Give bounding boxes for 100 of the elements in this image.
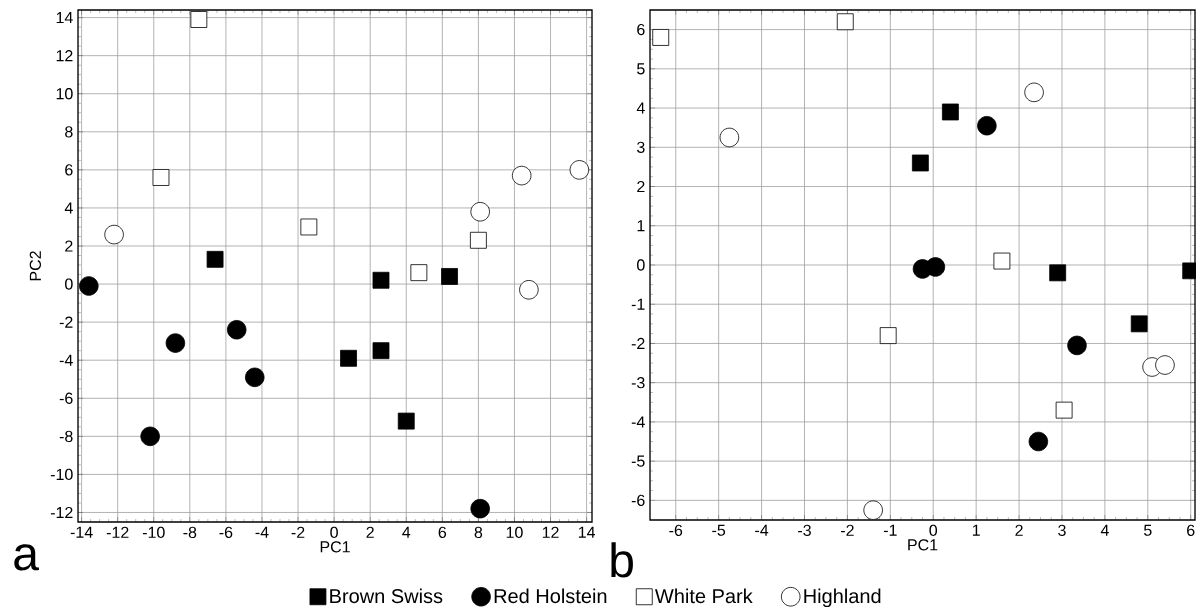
x-tick-label: -2: [291, 526, 305, 538]
x-tick-label: 12: [542, 526, 559, 538]
y-tick-label: -2: [59, 316, 73, 328]
x-tick-label: -4: [755, 524, 769, 536]
x-tick-label: -8: [183, 526, 197, 539]
y-tick-label: 10: [56, 88, 73, 100]
point: [977, 115, 997, 136]
point: [652, 29, 670, 46]
y-tick-label: -10: [50, 468, 73, 481]
y-tick-label: 0: [65, 278, 73, 290]
x-tick-label: 1: [972, 524, 980, 536]
x-tick-label: -2: [841, 524, 854, 536]
point: [300, 218, 318, 236]
x-tick-label: 5: [1144, 524, 1152, 536]
x-tick-label: 4: [1100, 524, 1109, 536]
point: [410, 264, 428, 282]
x-tick-label: 6: [1187, 524, 1195, 537]
x-tick-label: 2: [366, 526, 374, 538]
y-tick-label: -6: [59, 392, 73, 404]
x-tick-label: -5: [712, 524, 726, 536]
point: [140, 426, 160, 447]
point: [340, 349, 357, 367]
x-tick-label: -14: [70, 526, 93, 538]
x-tick-label: -10: [142, 526, 165, 539]
y-tick-label: -8: [59, 430, 73, 442]
y-tick-label: -6: [631, 494, 645, 507]
y-tick-label: -12: [50, 506, 73, 519]
point: [569, 160, 590, 180]
x-tick-label: -6: [669, 524, 683, 537]
point: [165, 333, 186, 353]
x-tick-label: 10: [506, 526, 523, 539]
point: [1024, 82, 1044, 103]
y-tick-label: 4: [636, 102, 645, 114]
y-axis-title: PC2: [29, 251, 42, 281]
legend-label: Red Holstein: [494, 588, 607, 604]
x-tick-label: -12: [106, 526, 129, 538]
x-tick-label: 6: [438, 526, 447, 539]
legend-label: Highland: [804, 588, 881, 608]
point: [190, 11, 208, 28]
point: [470, 202, 490, 222]
x-tick-label: 0: [330, 526, 338, 539]
point: [863, 500, 883, 520]
text: b: [611, 542, 633, 578]
y-tick-label: 5: [637, 63, 645, 75]
point: [925, 257, 946, 277]
point: [245, 367, 265, 388]
point: [942, 103, 959, 121]
y-tick-label: 6: [637, 23, 645, 36]
y-tick-label: 2: [637, 180, 645, 193]
point: [879, 327, 897, 344]
point: [993, 252, 1011, 270]
legend-label: Brown Swiss: [330, 588, 443, 604]
y-tick-label: -1: [631, 298, 645, 310]
point: [1028, 431, 1049, 452]
y-tick-label: 4: [64, 202, 73, 214]
point: [79, 276, 99, 296]
x-axis-title: PC1: [908, 539, 938, 551]
x-tick-label: 2: [1015, 524, 1023, 536]
y-tick-label: 12: [56, 50, 73, 62]
legend-label: White Park: [655, 588, 753, 604]
point: [226, 320, 247, 340]
text: a: [14, 544, 39, 571]
point: [206, 250, 224, 268]
point: [372, 271, 390, 289]
point: [1049, 264, 1067, 282]
y-tick-label: -4: [631, 416, 645, 428]
point: [372, 342, 390, 360]
point: [836, 13, 854, 31]
y-tick-label: 8: [65, 126, 73, 138]
x-tick-label: 14: [578, 526, 596, 538]
x-tick-label: 8: [474, 526, 483, 539]
y-tick-label: -3: [631, 377, 645, 389]
y-tick-label: 3: [637, 141, 645, 153]
y-tick-label: 2: [65, 240, 73, 252]
point: [1055, 401, 1073, 419]
point: [511, 165, 532, 186]
x-axis-title: PC1: [320, 541, 350, 553]
point: [152, 169, 170, 186]
point: [104, 224, 124, 245]
point: [441, 268, 458, 285]
point: [470, 498, 490, 519]
y-tick-label: -5: [631, 455, 645, 467]
point: [1155, 355, 1175, 375]
x-tick-label: 4: [402, 526, 411, 538]
point: [911, 154, 929, 172]
x-tick-label: -1: [883, 524, 897, 536]
y-tick-label: 14: [56, 12, 73, 24]
x-tick-label: 0: [929, 524, 938, 537]
y-tick-label: -4: [59, 354, 73, 366]
y-tick-label: -2: [631, 337, 645, 350]
point: [719, 127, 740, 148]
point: [397, 412, 415, 430]
point: [1130, 315, 1148, 333]
y-tick-label: 6: [65, 164, 73, 176]
point: [1067, 335, 1087, 356]
x-tick-label: -4: [255, 526, 269, 538]
x-tick-label: 3: [1058, 524, 1066, 537]
x-tick-label: -3: [798, 524, 811, 537]
y-tick-label: 1: [637, 220, 645, 232]
x-tick-label: -6: [219, 526, 233, 539]
